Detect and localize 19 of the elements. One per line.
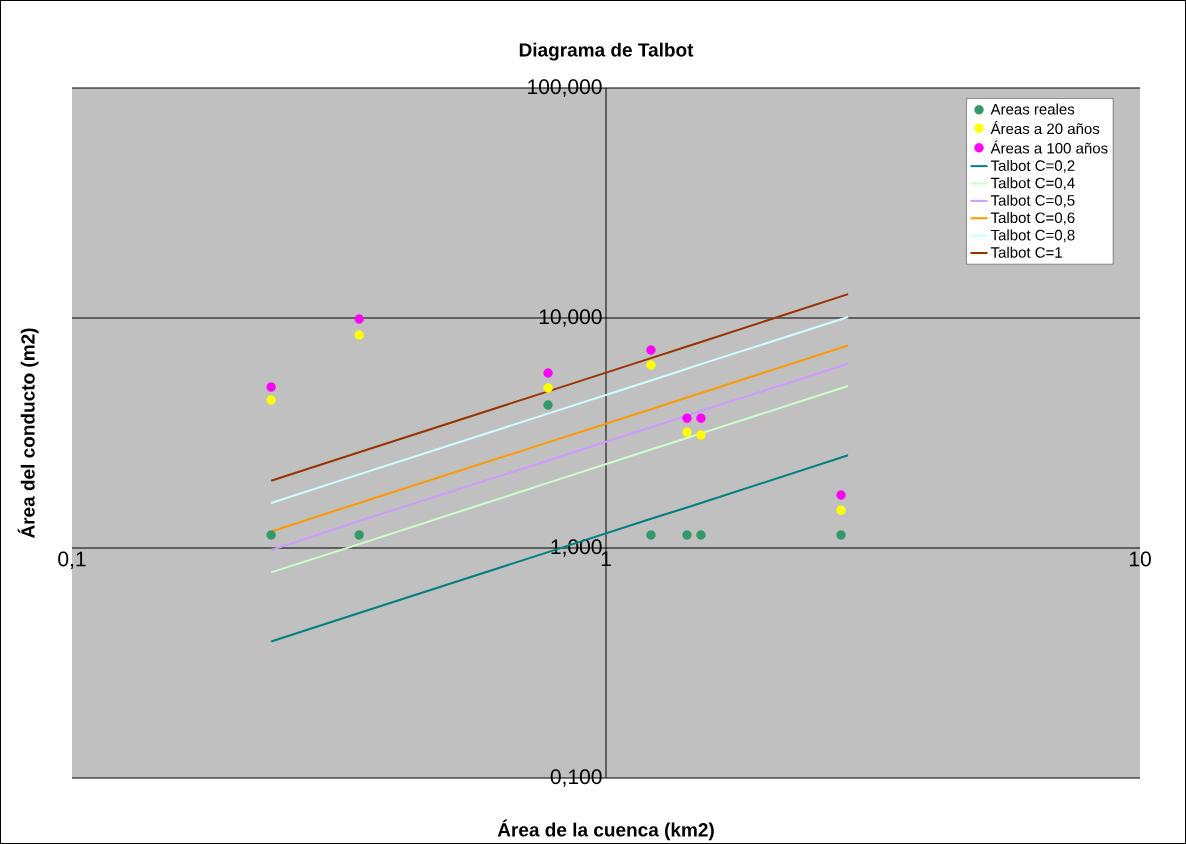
y-axis-title: Área del conducto (m2)	[17, 328, 39, 539]
x-tick-label: 1	[601, 551, 611, 566]
legend-label: Talbot C=1	[990, 246, 1062, 258]
chart-title: Diagrama de Talbot	[519, 42, 694, 61]
legend-label: Areas reales	[990, 103, 1075, 115]
legend-label: Áreas a 20 años	[990, 120, 1100, 135]
y-tick-label: 1,000	[551, 539, 602, 557]
legend-label: Talbot C=0,2	[990, 159, 1075, 173]
legend-label: Áreas a 100 años	[990, 140, 1108, 154]
legend-label: Talbot C=0,6	[990, 212, 1075, 225]
x-tick-label: 10	[1129, 551, 1151, 567]
y-tick-label: 10,000	[539, 309, 602, 327]
y-tick-label: 0,100	[550, 769, 602, 787]
x-axis-title: Área de la cuenca (km2)	[497, 819, 714, 841]
legend-label: Talbot C=0,5	[990, 194, 1075, 208]
x-tick-label: 0,1	[58, 551, 86, 569]
y-tick-label: 100,000	[528, 79, 602, 97]
legend-label: Talbot C=0,4	[990, 177, 1075, 191]
legend-label: Talbot C=0,8	[990, 229, 1075, 243]
